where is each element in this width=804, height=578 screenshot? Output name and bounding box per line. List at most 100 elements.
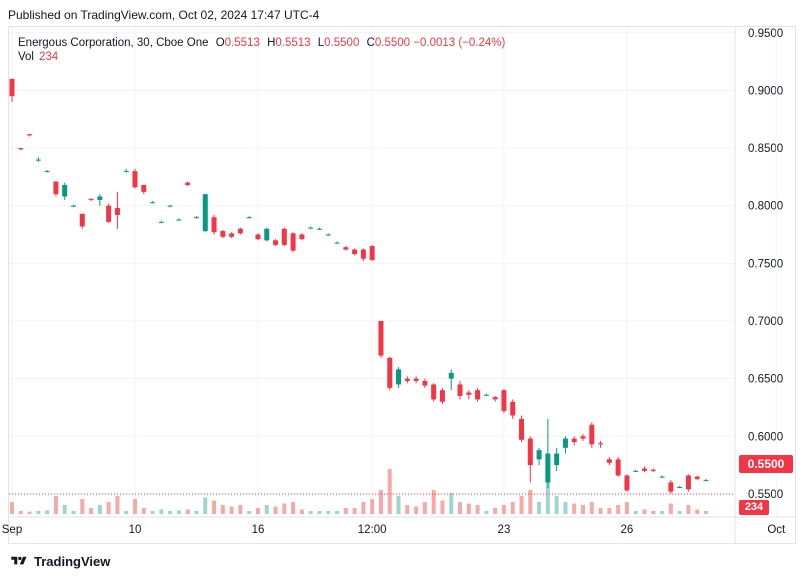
- candle-body: [475, 390, 481, 400]
- candle-body: [88, 198, 94, 200]
- candle-body: [413, 378, 419, 381]
- volume-bar: [176, 510, 181, 514]
- volume-bar: [704, 511, 708, 514]
- candle-body: [343, 247, 349, 250]
- candle-body: [53, 181, 59, 195]
- volume-bar: [572, 503, 577, 514]
- candle-body: [202, 194, 208, 232]
- candle-body: [668, 482, 674, 492]
- candle-body: [387, 357, 393, 388]
- candle-body: [598, 443, 604, 445]
- candle-body: [308, 227, 314, 229]
- y-tick-label: 0.8500: [748, 143, 783, 155]
- candle-body: [70, 205, 76, 207]
- candle-body: [606, 459, 612, 463]
- volume-bar: [80, 499, 85, 514]
- last-price-badge: 0.5500: [739, 455, 793, 473]
- volume-bar: [563, 502, 568, 514]
- chart-frame[interactable]: [8, 26, 796, 544]
- candle-body: [18, 148, 24, 150]
- x-tick-label: Oct: [767, 524, 786, 536]
- footer[interactable]: TradingView: [10, 552, 110, 570]
- candle-body: [642, 468, 648, 471]
- volume-bar: [387, 469, 392, 514]
- volume-bar: [370, 499, 375, 514]
- volume-bar: [343, 508, 348, 514]
- volume-bar: [264, 505, 269, 514]
- candle-body: [352, 249, 358, 255]
- top-bar: Published on TradingView.com, Oct 02, 20…: [0, 0, 804, 26]
- symbol-title[interactable]: Energous Corporation, 30, Cboe One: [18, 37, 209, 49]
- legend: Energous Corporation, 30, Cboe One O0.55…: [18, 35, 505, 51]
- volume-bar: [431, 490, 436, 514]
- volume-bar: [238, 505, 243, 514]
- candle-body: [176, 219, 182, 221]
- volume-bar: [458, 502, 463, 514]
- candle-body: [97, 196, 103, 200]
- volume-bar: [220, 505, 225, 514]
- candle-body: [141, 184, 147, 192]
- candle-body: [633, 470, 639, 472]
- volume-bar: [168, 511, 173, 514]
- x-tick-label: 26: [621, 524, 634, 536]
- volume-bar: [335, 511, 340, 514]
- candle-body: [281, 228, 287, 245]
- candle-body: [193, 217, 199, 219]
- candle-body: [299, 234, 305, 240]
- candle-body: [589, 424, 595, 445]
- volume-bar: [106, 502, 111, 514]
- candle-body: [422, 380, 428, 386]
- volume-bar: [273, 506, 278, 514]
- volume-bar: [255, 508, 260, 514]
- candle-body: [659, 476, 665, 478]
- volume-legend: Vol 234: [18, 51, 58, 63]
- candle-body: [9, 78, 15, 97]
- close-label: C: [366, 37, 375, 49]
- y-tick-label: 0.9000: [748, 85, 783, 97]
- y-tick-label: 0.6000: [748, 431, 783, 443]
- y-tick-label: 0.8000: [748, 201, 783, 213]
- volume-bar: [414, 506, 419, 514]
- volume-bar: [317, 511, 322, 514]
- volume-bar: [53, 496, 58, 514]
- volume-bar: [484, 511, 489, 514]
- volume-bar: [212, 500, 217, 514]
- candle-body: [211, 217, 217, 233]
- volume-bar: [36, 511, 41, 514]
- volume-bar: [493, 508, 498, 514]
- y-tick-label: 0.9500: [748, 28, 783, 40]
- candle-body: [150, 202, 156, 204]
- volume-bar: [677, 511, 682, 514]
- volume-bar: [71, 511, 76, 514]
- volume-bar: [624, 502, 629, 514]
- volume-bar: [229, 506, 234, 514]
- volume-bar: [299, 509, 304, 514]
- volume-bar: [132, 499, 137, 514]
- candle-body: [519, 419, 525, 440]
- candle-body: [167, 205, 173, 207]
- volume-bar: [194, 511, 199, 514]
- volume-bar: [124, 511, 129, 514]
- candle-body: [273, 240, 279, 245]
- candle-body: [123, 171, 129, 173]
- volume-bar: [185, 509, 190, 514]
- candle-body: [396, 369, 402, 385]
- candle-body: [132, 171, 138, 188]
- volume-bar: [422, 502, 427, 514]
- candle-body: [360, 249, 366, 259]
- y-tick-label: 0.5500: [748, 489, 783, 501]
- published-info: Published on TradingView.com, Oct 02, 20…: [8, 8, 320, 22]
- candle-body: [106, 205, 112, 222]
- candle-body: [615, 459, 621, 476]
- candle-body: [79, 213, 85, 227]
- candle-body: [536, 450, 542, 460]
- open-label: O: [215, 37, 225, 49]
- candle-body: [158, 221, 164, 223]
- candle-body: [685, 475, 691, 490]
- candle-body: [35, 159, 41, 161]
- candle-body: [571, 438, 577, 443]
- candle-body: [562, 438, 568, 448]
- open-value: 0.5513: [224, 37, 260, 49]
- volume-bar: [247, 511, 252, 514]
